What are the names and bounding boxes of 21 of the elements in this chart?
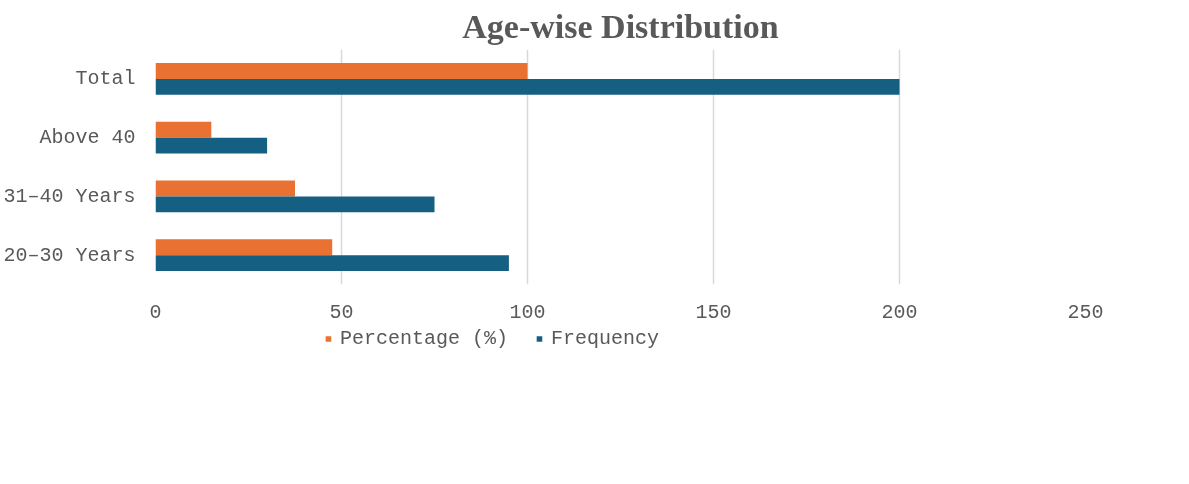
bar bbox=[155, 180, 295, 197]
x-tick-label: 150 bbox=[695, 300, 732, 324]
legend-label: Frequency bbox=[550, 326, 660, 350]
x-tick-label: 200 bbox=[881, 300, 918, 324]
y-tick-label: Total bbox=[75, 67, 136, 91]
y-tick-label: 31–40 Years bbox=[3, 184, 136, 208]
y-tick-label: 20–30 Years bbox=[3, 243, 136, 267]
x-tick-label: 50 bbox=[329, 300, 354, 324]
x-tick-label: 0 bbox=[149, 300, 162, 324]
bar bbox=[155, 137, 268, 154]
bar bbox=[155, 239, 333, 256]
bar bbox=[155, 255, 509, 271]
bar bbox=[155, 121, 212, 138]
legend-label: Percentage (%) bbox=[339, 326, 508, 350]
bar bbox=[155, 78, 900, 95]
chart-title: Age-wise Distribution bbox=[462, 7, 779, 45]
bar bbox=[155, 196, 435, 213]
y-tick-label: Above 40 bbox=[39, 126, 136, 150]
x-tick-label: 100 bbox=[509, 300, 546, 324]
bar bbox=[155, 63, 528, 79]
x-tick-label: 250 bbox=[1067, 300, 1104, 324]
